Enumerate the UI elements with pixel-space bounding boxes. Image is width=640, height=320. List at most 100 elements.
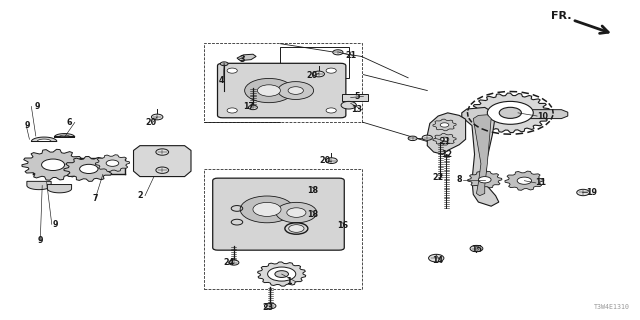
Text: FR.: FR.: [551, 11, 572, 21]
Polygon shape: [33, 158, 125, 174]
Text: 9: 9: [38, 236, 43, 245]
Polygon shape: [505, 171, 544, 190]
Text: 24: 24: [224, 258, 235, 267]
Circle shape: [248, 105, 257, 110]
Text: 20: 20: [319, 156, 331, 165]
Text: 15: 15: [471, 245, 482, 254]
FancyBboxPatch shape: [212, 178, 344, 250]
Polygon shape: [22, 149, 84, 180]
Text: 20: 20: [307, 71, 318, 80]
Text: 20: 20: [145, 118, 156, 127]
Polygon shape: [433, 133, 456, 145]
Polygon shape: [462, 108, 499, 206]
Text: 19: 19: [586, 188, 597, 197]
Text: T3W4E1310: T3W4E1310: [594, 304, 630, 310]
Circle shape: [288, 87, 303, 94]
Polygon shape: [237, 54, 256, 60]
Polygon shape: [428, 113, 466, 154]
Circle shape: [341, 101, 356, 109]
Circle shape: [244, 78, 293, 103]
Polygon shape: [471, 93, 550, 132]
Circle shape: [156, 167, 169, 173]
Text: 11: 11: [535, 179, 546, 188]
Circle shape: [408, 136, 417, 140]
Circle shape: [479, 177, 491, 183]
Circle shape: [253, 202, 281, 216]
Circle shape: [79, 164, 98, 173]
Text: 18: 18: [307, 210, 318, 219]
Text: 14: 14: [433, 256, 444, 265]
Polygon shape: [64, 156, 114, 181]
Circle shape: [470, 245, 483, 252]
Circle shape: [287, 208, 306, 217]
Text: 21: 21: [439, 137, 450, 146]
Circle shape: [264, 303, 276, 309]
Circle shape: [422, 135, 433, 140]
Circle shape: [275, 271, 289, 277]
Polygon shape: [27, 181, 51, 190]
Bar: [342, 94, 368, 101]
Polygon shape: [95, 155, 129, 172]
Text: 9: 9: [25, 121, 30, 130]
Text: 22: 22: [433, 173, 444, 182]
Circle shape: [289, 225, 304, 232]
Text: 10: 10: [537, 112, 548, 121]
Text: 9: 9: [52, 220, 58, 229]
Text: 12: 12: [441, 150, 452, 159]
Text: 7: 7: [92, 194, 98, 204]
Polygon shape: [54, 133, 75, 137]
Polygon shape: [468, 171, 502, 188]
Text: 6: 6: [67, 118, 72, 127]
Text: 13: 13: [351, 105, 362, 114]
Circle shape: [106, 160, 119, 166]
Polygon shape: [257, 262, 306, 286]
Text: 23: 23: [262, 303, 273, 312]
Circle shape: [240, 196, 294, 223]
Circle shape: [228, 260, 239, 265]
Circle shape: [326, 158, 337, 164]
Text: 8: 8: [456, 175, 462, 184]
FancyBboxPatch shape: [218, 63, 346, 118]
Circle shape: [257, 85, 280, 96]
Circle shape: [42, 159, 65, 171]
Text: 9: 9: [35, 102, 40, 111]
Circle shape: [227, 68, 237, 73]
Text: 4: 4: [218, 76, 224, 85]
Circle shape: [278, 82, 314, 100]
Circle shape: [268, 267, 296, 281]
Circle shape: [326, 68, 336, 73]
Bar: [204, 169, 362, 289]
Text: 18: 18: [307, 186, 318, 195]
Text: 3: 3: [239, 55, 245, 64]
Text: 2: 2: [137, 191, 143, 200]
Polygon shape: [134, 146, 191, 177]
Text: 21: 21: [345, 51, 356, 60]
Text: 17: 17: [243, 102, 254, 111]
Circle shape: [440, 123, 449, 127]
Polygon shape: [473, 115, 491, 196]
Bar: [204, 44, 362, 123]
Polygon shape: [433, 119, 456, 131]
Circle shape: [517, 177, 532, 184]
Circle shape: [577, 189, 589, 196]
Text: 1: 1: [287, 277, 292, 286]
Polygon shape: [59, 135, 70, 137]
Polygon shape: [47, 185, 72, 193]
Circle shape: [152, 114, 163, 120]
Polygon shape: [510, 110, 568, 119]
Polygon shape: [37, 139, 51, 141]
Circle shape: [313, 71, 324, 77]
Circle shape: [429, 254, 444, 262]
Circle shape: [326, 108, 336, 113]
Circle shape: [499, 107, 522, 118]
Circle shape: [220, 62, 228, 66]
Bar: [280, 47, 349, 78]
Text: 16: 16: [337, 221, 348, 230]
Circle shape: [487, 101, 533, 124]
Circle shape: [276, 202, 317, 223]
Circle shape: [333, 50, 343, 55]
Polygon shape: [31, 137, 57, 141]
Text: 5: 5: [355, 92, 360, 101]
Circle shape: [440, 137, 449, 141]
Circle shape: [156, 149, 169, 155]
